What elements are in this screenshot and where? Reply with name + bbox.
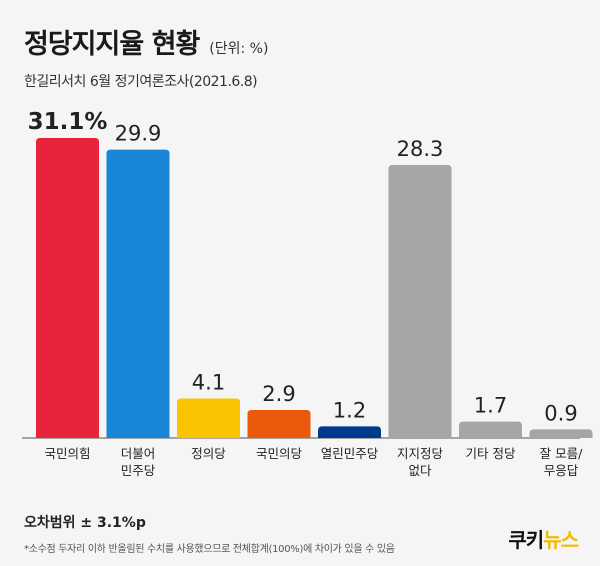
- bar: [529, 429, 593, 438]
- brand-logo: 쿠키 뉴스: [508, 524, 579, 553]
- chart-header: 정당지지율 현황 (단위: %) 한길리서치 6월 정기여론조사(2021.6.…: [24, 22, 268, 91]
- bar: [318, 426, 381, 438]
- category-label: 기타 정당: [466, 446, 516, 461]
- category-label: 잘 모름/무응답: [540, 446, 583, 478]
- category-label: 지지정당 없다: [397, 446, 444, 478]
- chart-title: 정당지지율 현황: [24, 29, 200, 60]
- data-label: 4.1: [192, 370, 225, 394]
- bar-chart: 31.1% 국민의힘 29.9 더불어 민주당 4.1 정의당 2.9 국민의당 1.2 열린민주당…: [22, 109, 593, 478]
- data-label: 2.9: [262, 382, 295, 406]
- category-label: 국민의당: [256, 446, 303, 461]
- category-label: 더불어 민주당: [121, 446, 156, 478]
- data-label: 28.3: [397, 137, 444, 161]
- footnote: *소수점 두자리 이하 반올림된 수치를 사용했으므로 전체합계(100%)에 …: [24, 544, 395, 555]
- data-label: 1.2: [333, 398, 366, 422]
- data-label: 31.1%: [28, 109, 108, 135]
- bar: [106, 149, 170, 438]
- margin-of-error: 오차범위 ± 3.1%p: [24, 515, 146, 531]
- data-label: 29.9: [115, 122, 162, 146]
- unit-label: (단위: %): [209, 41, 269, 57]
- data-label: 1.7: [474, 394, 507, 418]
- bar: [388, 165, 452, 438]
- bar: [247, 410, 311, 438]
- chart-subtitle: 한길리서치 6월 정기여론조사(2021.6.8): [24, 74, 258, 90]
- category-label: 정의당: [191, 446, 226, 461]
- bar: [36, 138, 99, 438]
- title-row: 정당지지율 현황 (단위: %): [24, 22, 268, 61]
- brand-logo-part1: 쿠키: [508, 528, 544, 552]
- category-label: 열린민주당: [321, 446, 379, 461]
- data-label: 0.9: [544, 401, 577, 425]
- bar: [459, 421, 522, 438]
- bar: [177, 398, 240, 438]
- brand-logo-part2: 뉴스: [543, 528, 579, 552]
- category-label: 국민의힘: [44, 446, 90, 461]
